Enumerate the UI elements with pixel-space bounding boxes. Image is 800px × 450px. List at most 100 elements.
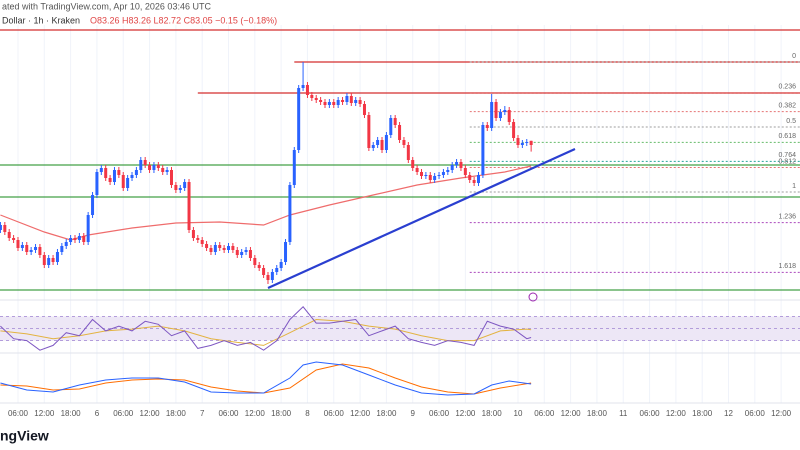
candle-body [490, 102, 494, 128]
candle-body [297, 88, 301, 150]
candle-body [398, 125, 402, 140]
candle-body [516, 138, 520, 145]
candle-body [178, 188, 182, 190]
candle-body [459, 162, 463, 168]
x-tick-label: 12:00 [771, 409, 792, 418]
x-tick-label: 18:00 [61, 409, 82, 418]
candle-body [362, 104, 366, 115]
candle-body [42, 255, 46, 265]
candle-body [284, 242, 288, 262]
x-tick-label: 12:00 [245, 409, 266, 418]
candle-body [51, 258, 55, 262]
candle-body [235, 250, 239, 255]
candle-body [424, 175, 428, 176]
macd-signal [0, 363, 532, 395]
candle-body [99, 168, 103, 172]
candle-body [376, 140, 380, 145]
candle-body [213, 245, 217, 252]
candle-body [130, 175, 134, 178]
candle-body [47, 258, 51, 265]
x-tick-label: 8 [305, 409, 310, 418]
candle-body [7, 232, 11, 238]
x-tick-label: 12:00 [350, 409, 371, 418]
candle-body [183, 182, 187, 188]
candle-body [314, 98, 318, 100]
fib-label: 1.236 [778, 214, 796, 221]
candle-body [481, 125, 485, 175]
alert-icon [528, 292, 538, 302]
candle-body [244, 250, 248, 252]
candle-body [165, 170, 169, 172]
fib-label: 0.5 [786, 118, 796, 125]
candle-body [29, 250, 33, 252]
candle-body [520, 143, 524, 145]
candle-body [433, 176, 437, 180]
candle-body [152, 165, 156, 170]
candle-body [148, 165, 152, 170]
candle-body [108, 178, 112, 182]
candle-body [393, 118, 397, 125]
symbol-label: Dollar · 1h · Kraken [2, 15, 80, 25]
candle-body [450, 165, 454, 170]
candle-body [288, 185, 292, 242]
candle-body [174, 185, 178, 190]
candle-body [117, 170, 121, 175]
candle-body [323, 102, 327, 105]
candle-body [503, 110, 507, 112]
candle-body [191, 230, 195, 238]
x-tick-label: 18:00 [271, 409, 292, 418]
candle-body [384, 135, 388, 150]
candle-body [25, 245, 29, 252]
candle-body [161, 168, 165, 172]
x-tick-label: 18:00 [166, 409, 187, 418]
x-tick-label: 18:00 [376, 409, 397, 418]
x-tick-label: 12:00 [140, 409, 161, 418]
fib-label: 0.764 [778, 152, 796, 159]
candle-body [494, 102, 498, 118]
candle-body [498, 112, 502, 118]
candle-body [455, 162, 459, 165]
candle-body [301, 85, 305, 88]
x-tick-label: 12:00 [34, 409, 55, 418]
candle-body [319, 100, 323, 102]
candle-body [12, 238, 16, 240]
candle-body [187, 182, 191, 230]
x-tick-label: 7 [200, 409, 205, 418]
candle-body [336, 100, 340, 105]
candle-body [402, 140, 406, 145]
candle-body [507, 110, 511, 122]
rsi-line [0, 306, 532, 351]
candle-body [332, 102, 336, 105]
candle-body [310, 95, 314, 98]
candle-body [143, 160, 147, 165]
candle-body [82, 236, 86, 242]
candle-body [477, 175, 481, 183]
x-tick-label: 06:00 [429, 409, 450, 418]
candle-body [253, 258, 257, 265]
candle-body [463, 168, 467, 175]
candle-body [126, 178, 130, 188]
fib-label: 1 [792, 183, 796, 190]
candle-body [279, 262, 283, 268]
candle-body [196, 238, 200, 240]
candle-body [257, 265, 261, 268]
candle-body [227, 246, 231, 250]
candle-body [139, 160, 143, 170]
candle-body [112, 170, 116, 182]
candle-body [341, 100, 345, 102]
candle-body [205, 244, 209, 248]
candle-body [200, 240, 204, 244]
candle-body [415, 168, 419, 172]
candle-body [345, 96, 349, 102]
trendline [267, 147, 576, 290]
candle-body [64, 242, 68, 246]
fib-label: 0.618 [778, 133, 796, 140]
candle-body [525, 142, 529, 143]
x-tick-label: 6 [95, 409, 100, 418]
candle-body [95, 172, 99, 195]
candle-body [292, 150, 296, 185]
candle-body [406, 145, 410, 160]
candle-body [419, 172, 423, 176]
macd-macd [0, 361, 532, 396]
x-tick-label: 18:00 [692, 409, 713, 418]
